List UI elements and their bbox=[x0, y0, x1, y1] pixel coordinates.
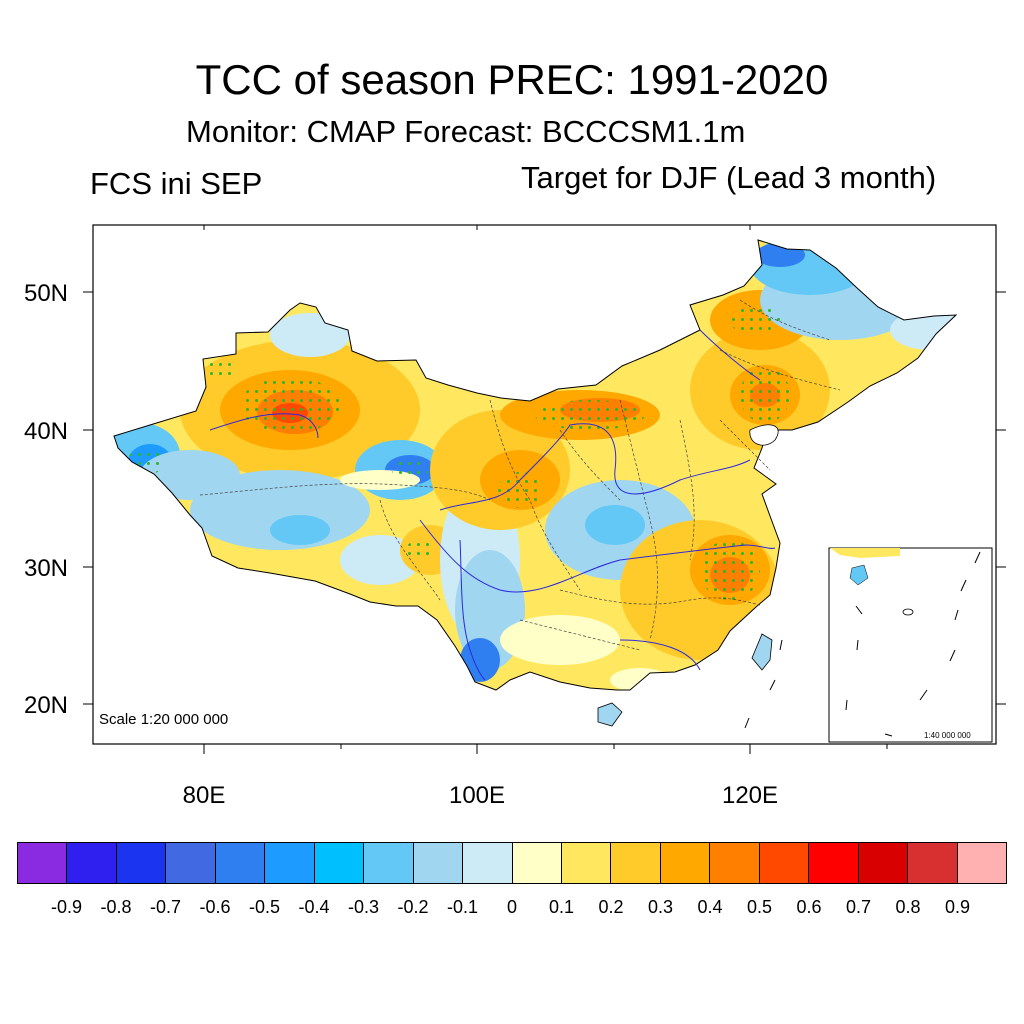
colorbar-cell bbox=[166, 843, 216, 883]
chart-title: TCC of season PREC: 1991-2020 bbox=[195, 56, 829, 103]
colorbar-tick-label: -0.5 bbox=[248, 897, 281, 917]
colorbar-cell bbox=[561, 843, 612, 883]
colorbar-cell bbox=[710, 843, 760, 883]
colorbar-cell bbox=[611, 843, 661, 883]
colorbar-tick-label: 0.2 bbox=[598, 897, 624, 917]
colorbar-cell bbox=[116, 843, 167, 883]
colorbar bbox=[17, 842, 1007, 884]
target-season-label: Target for DJF (Lead 3 month) bbox=[521, 160, 937, 195]
lat-label-50n: 50N bbox=[23, 280, 68, 307]
colorbar-cell bbox=[660, 843, 711, 883]
rivers bbox=[209, 329, 776, 681]
colorbar-tick-label: 0.8 bbox=[895, 897, 921, 917]
lon-label-100e: 100E bbox=[448, 782, 506, 809]
lon-label-120e: 120E bbox=[721, 782, 779, 809]
colorbar-tick-label: 0.5 bbox=[746, 897, 773, 917]
colorbar-tick-label: 0.3 bbox=[647, 897, 674, 917]
colorbar-cell bbox=[809, 843, 859, 883]
inset-content bbox=[830, 548, 981, 737]
lon-label-80e: 80E bbox=[182, 782, 226, 809]
forecast-init-label: FCS ini SEP bbox=[90, 166, 263, 201]
colorbar-cell bbox=[957, 843, 1007, 883]
colorbar-cell bbox=[413, 843, 464, 883]
chart-subtitle: Monitor: CMAP Forecast: BCCCSM1.1m bbox=[186, 114, 746, 149]
colorbar-cell bbox=[858, 843, 909, 883]
colorbar-cell bbox=[215, 843, 266, 883]
colorbar-tick-label: -0.4 bbox=[298, 897, 330, 917]
significance-stipple bbox=[127, 305, 790, 600]
lat-label-20n: 20N bbox=[23, 692, 68, 719]
colorbar-cell bbox=[314, 843, 365, 883]
colorbar-cell bbox=[512, 843, 562, 883]
colorbar-tick-label: 0.6 bbox=[796, 897, 822, 917]
colorbar-cell bbox=[265, 843, 315, 883]
lat-label-30n: 30N bbox=[23, 555, 68, 582]
colorbar-tick-label: 0.1 bbox=[548, 897, 575, 917]
china-outline bbox=[113, 239, 958, 691]
colorbar-tick-label: -0.9 bbox=[50, 897, 83, 917]
colorbar-tick-label: 0 bbox=[506, 897, 517, 917]
colorbar-tick-label: -0.2 bbox=[397, 897, 429, 917]
colorbar-cell bbox=[364, 843, 414, 883]
axis-ticks bbox=[83, 225, 1006, 754]
colorbar-tick-label: -0.6 bbox=[199, 897, 231, 917]
hainan-island bbox=[597, 702, 623, 727]
colorbar-cell bbox=[908, 843, 958, 883]
colorbar-tick-label: 0.9 bbox=[944, 897, 971, 917]
colorbar-tick-label: -0.3 bbox=[347, 897, 380, 917]
colorbar-tick-label: -0.7 bbox=[149, 897, 182, 917]
colorbar-tick-label: -0.8 bbox=[100, 897, 132, 917]
inset-scale-label: 1:40 000 000 bbox=[924, 731, 971, 740]
taiwan-island bbox=[751, 633, 773, 671]
province-boundaries bbox=[199, 299, 841, 651]
lat-label-40n: 40N bbox=[23, 418, 68, 445]
colorbar-cell bbox=[18, 843, 68, 883]
colorbar-cell bbox=[67, 843, 117, 883]
colorbar-cell bbox=[759, 843, 810, 883]
colorbar-cell bbox=[463, 843, 513, 883]
colorbar-tick-label: 0.7 bbox=[845, 897, 872, 917]
nine-dash-marks bbox=[744, 639, 783, 729]
main-scale-label: Scale 1:20 000 000 bbox=[99, 711, 229, 728]
bohai-bay bbox=[749, 424, 779, 446]
colorbar-tick-label: 0.4 bbox=[697, 897, 723, 917]
colorbar-tick-label: -0.1 bbox=[446, 897, 479, 917]
